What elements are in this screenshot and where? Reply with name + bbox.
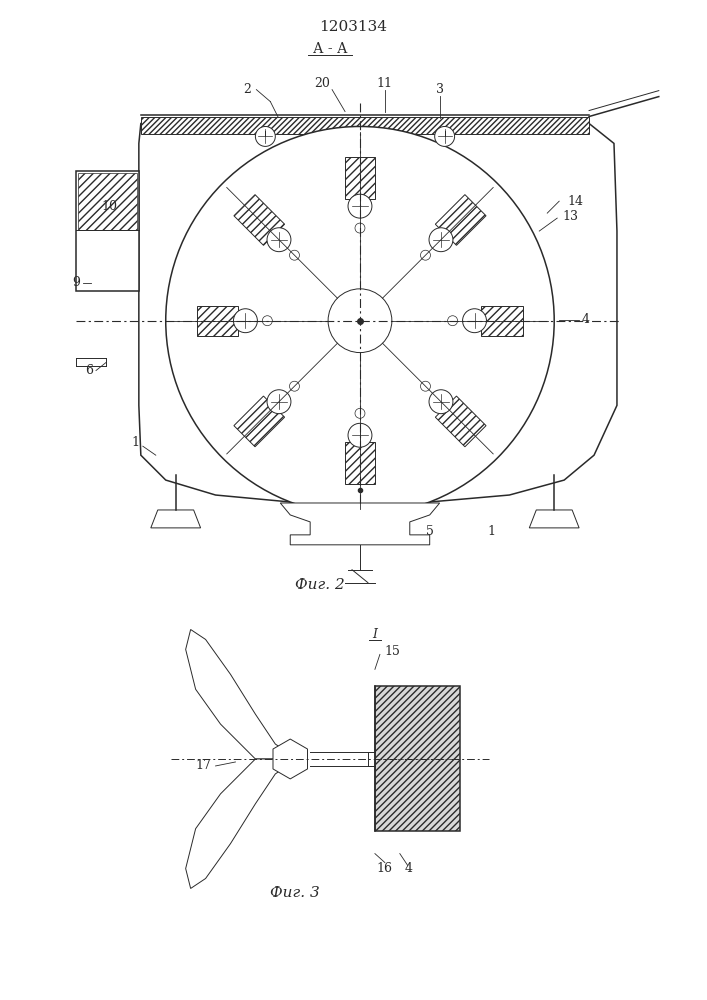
Text: 15: 15 [385, 645, 401, 658]
Text: 1: 1 [132, 436, 140, 449]
Polygon shape [234, 195, 285, 245]
Text: 14: 14 [567, 195, 583, 208]
Circle shape [255, 126, 275, 146]
Circle shape [348, 423, 372, 447]
Text: 4: 4 [405, 862, 413, 875]
Polygon shape [368, 752, 375, 766]
Text: I: I [373, 628, 378, 641]
Text: Фиг. 2: Фиг. 2 [296, 578, 345, 592]
Circle shape [267, 228, 291, 252]
Polygon shape [330, 503, 390, 533]
Polygon shape [141, 117, 589, 134]
Circle shape [328, 289, 392, 353]
Polygon shape [345, 442, 375, 484]
Circle shape [421, 381, 431, 391]
Circle shape [355, 408, 365, 418]
Circle shape [435, 126, 455, 146]
Circle shape [289, 250, 300, 260]
Polygon shape [78, 173, 137, 230]
Text: 4: 4 [582, 313, 590, 326]
Polygon shape [436, 195, 486, 245]
Text: 20: 20 [314, 77, 330, 90]
Circle shape [355, 223, 365, 233]
Text: 11: 11 [377, 77, 393, 90]
Polygon shape [186, 759, 300, 888]
Circle shape [289, 381, 300, 391]
Text: 17: 17 [196, 759, 211, 772]
Circle shape [165, 126, 554, 515]
Circle shape [233, 309, 257, 333]
Text: 6: 6 [85, 364, 93, 377]
Polygon shape [375, 686, 460, 831]
Text: 3: 3 [436, 83, 444, 96]
Polygon shape [481, 306, 523, 336]
Text: 1: 1 [487, 525, 496, 538]
Text: 10: 10 [101, 200, 117, 213]
Text: 2: 2 [243, 83, 252, 96]
Circle shape [267, 390, 291, 414]
Circle shape [421, 250, 431, 260]
Circle shape [448, 316, 457, 326]
Polygon shape [280, 503, 440, 545]
Polygon shape [186, 629, 300, 759]
Polygon shape [436, 396, 486, 447]
Polygon shape [345, 157, 375, 199]
Text: 13: 13 [562, 210, 578, 223]
Text: А - А: А - А [312, 42, 347, 56]
Text: 1203134: 1203134 [319, 20, 387, 34]
Text: Фиг. 3: Фиг. 3 [270, 886, 320, 900]
Text: 16: 16 [377, 862, 393, 875]
Circle shape [429, 228, 453, 252]
Text: 9: 9 [72, 276, 80, 289]
Polygon shape [197, 306, 238, 336]
Polygon shape [530, 510, 579, 528]
Text: 5: 5 [426, 525, 433, 538]
Polygon shape [76, 171, 139, 291]
Circle shape [429, 390, 453, 414]
Polygon shape [273, 739, 308, 779]
Polygon shape [151, 510, 201, 528]
Circle shape [462, 309, 486, 333]
Circle shape [262, 316, 272, 326]
Polygon shape [234, 396, 285, 447]
Circle shape [348, 194, 372, 218]
